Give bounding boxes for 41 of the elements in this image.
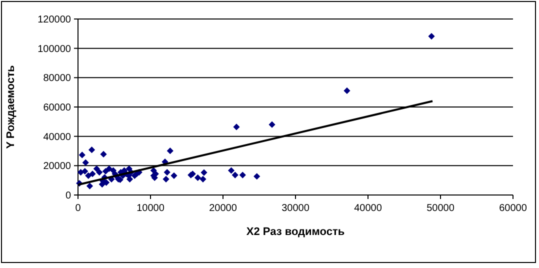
x-tick-label: 50000 xyxy=(426,203,455,214)
y-tick-label: 40000 xyxy=(43,132,72,143)
point xyxy=(200,176,206,182)
y-tick-label: 80000 xyxy=(43,73,72,84)
x-tick-label: 60000 xyxy=(499,203,528,214)
point xyxy=(162,176,170,182)
y-tick-label: 120000 xyxy=(38,14,72,26)
x-tick-label: 40000 xyxy=(354,203,382,214)
point xyxy=(254,173,260,180)
point xyxy=(428,33,435,40)
point xyxy=(232,172,238,178)
point xyxy=(164,168,170,176)
x-tick-label: 30000 xyxy=(282,203,310,214)
point xyxy=(96,168,103,176)
point xyxy=(100,150,107,158)
point xyxy=(89,170,96,178)
point xyxy=(344,87,350,94)
y-tick-label: 20000 xyxy=(43,161,72,172)
point xyxy=(239,172,246,178)
point xyxy=(86,182,94,190)
x-tick-label: 20000 xyxy=(209,203,238,214)
point xyxy=(194,174,202,181)
point xyxy=(82,159,89,166)
y-tick-label: 0 xyxy=(65,190,72,202)
point xyxy=(268,121,276,128)
point xyxy=(88,146,96,154)
y-tick-label: 100000 xyxy=(38,44,72,55)
point xyxy=(102,168,109,175)
point xyxy=(233,124,240,130)
point xyxy=(93,165,100,172)
y-axis-title: Y Рождаемость xyxy=(5,65,17,149)
point xyxy=(166,148,174,154)
y-tick-label: 60000 xyxy=(43,102,72,114)
point xyxy=(82,168,88,175)
x-axis-title: X2 Раз водимость xyxy=(246,226,345,238)
point xyxy=(200,169,208,176)
point xyxy=(170,172,178,179)
x-tick-label: 0 xyxy=(75,203,82,214)
point xyxy=(78,152,86,158)
point xyxy=(228,167,235,174)
x-tick-label: 10000 xyxy=(136,203,165,214)
